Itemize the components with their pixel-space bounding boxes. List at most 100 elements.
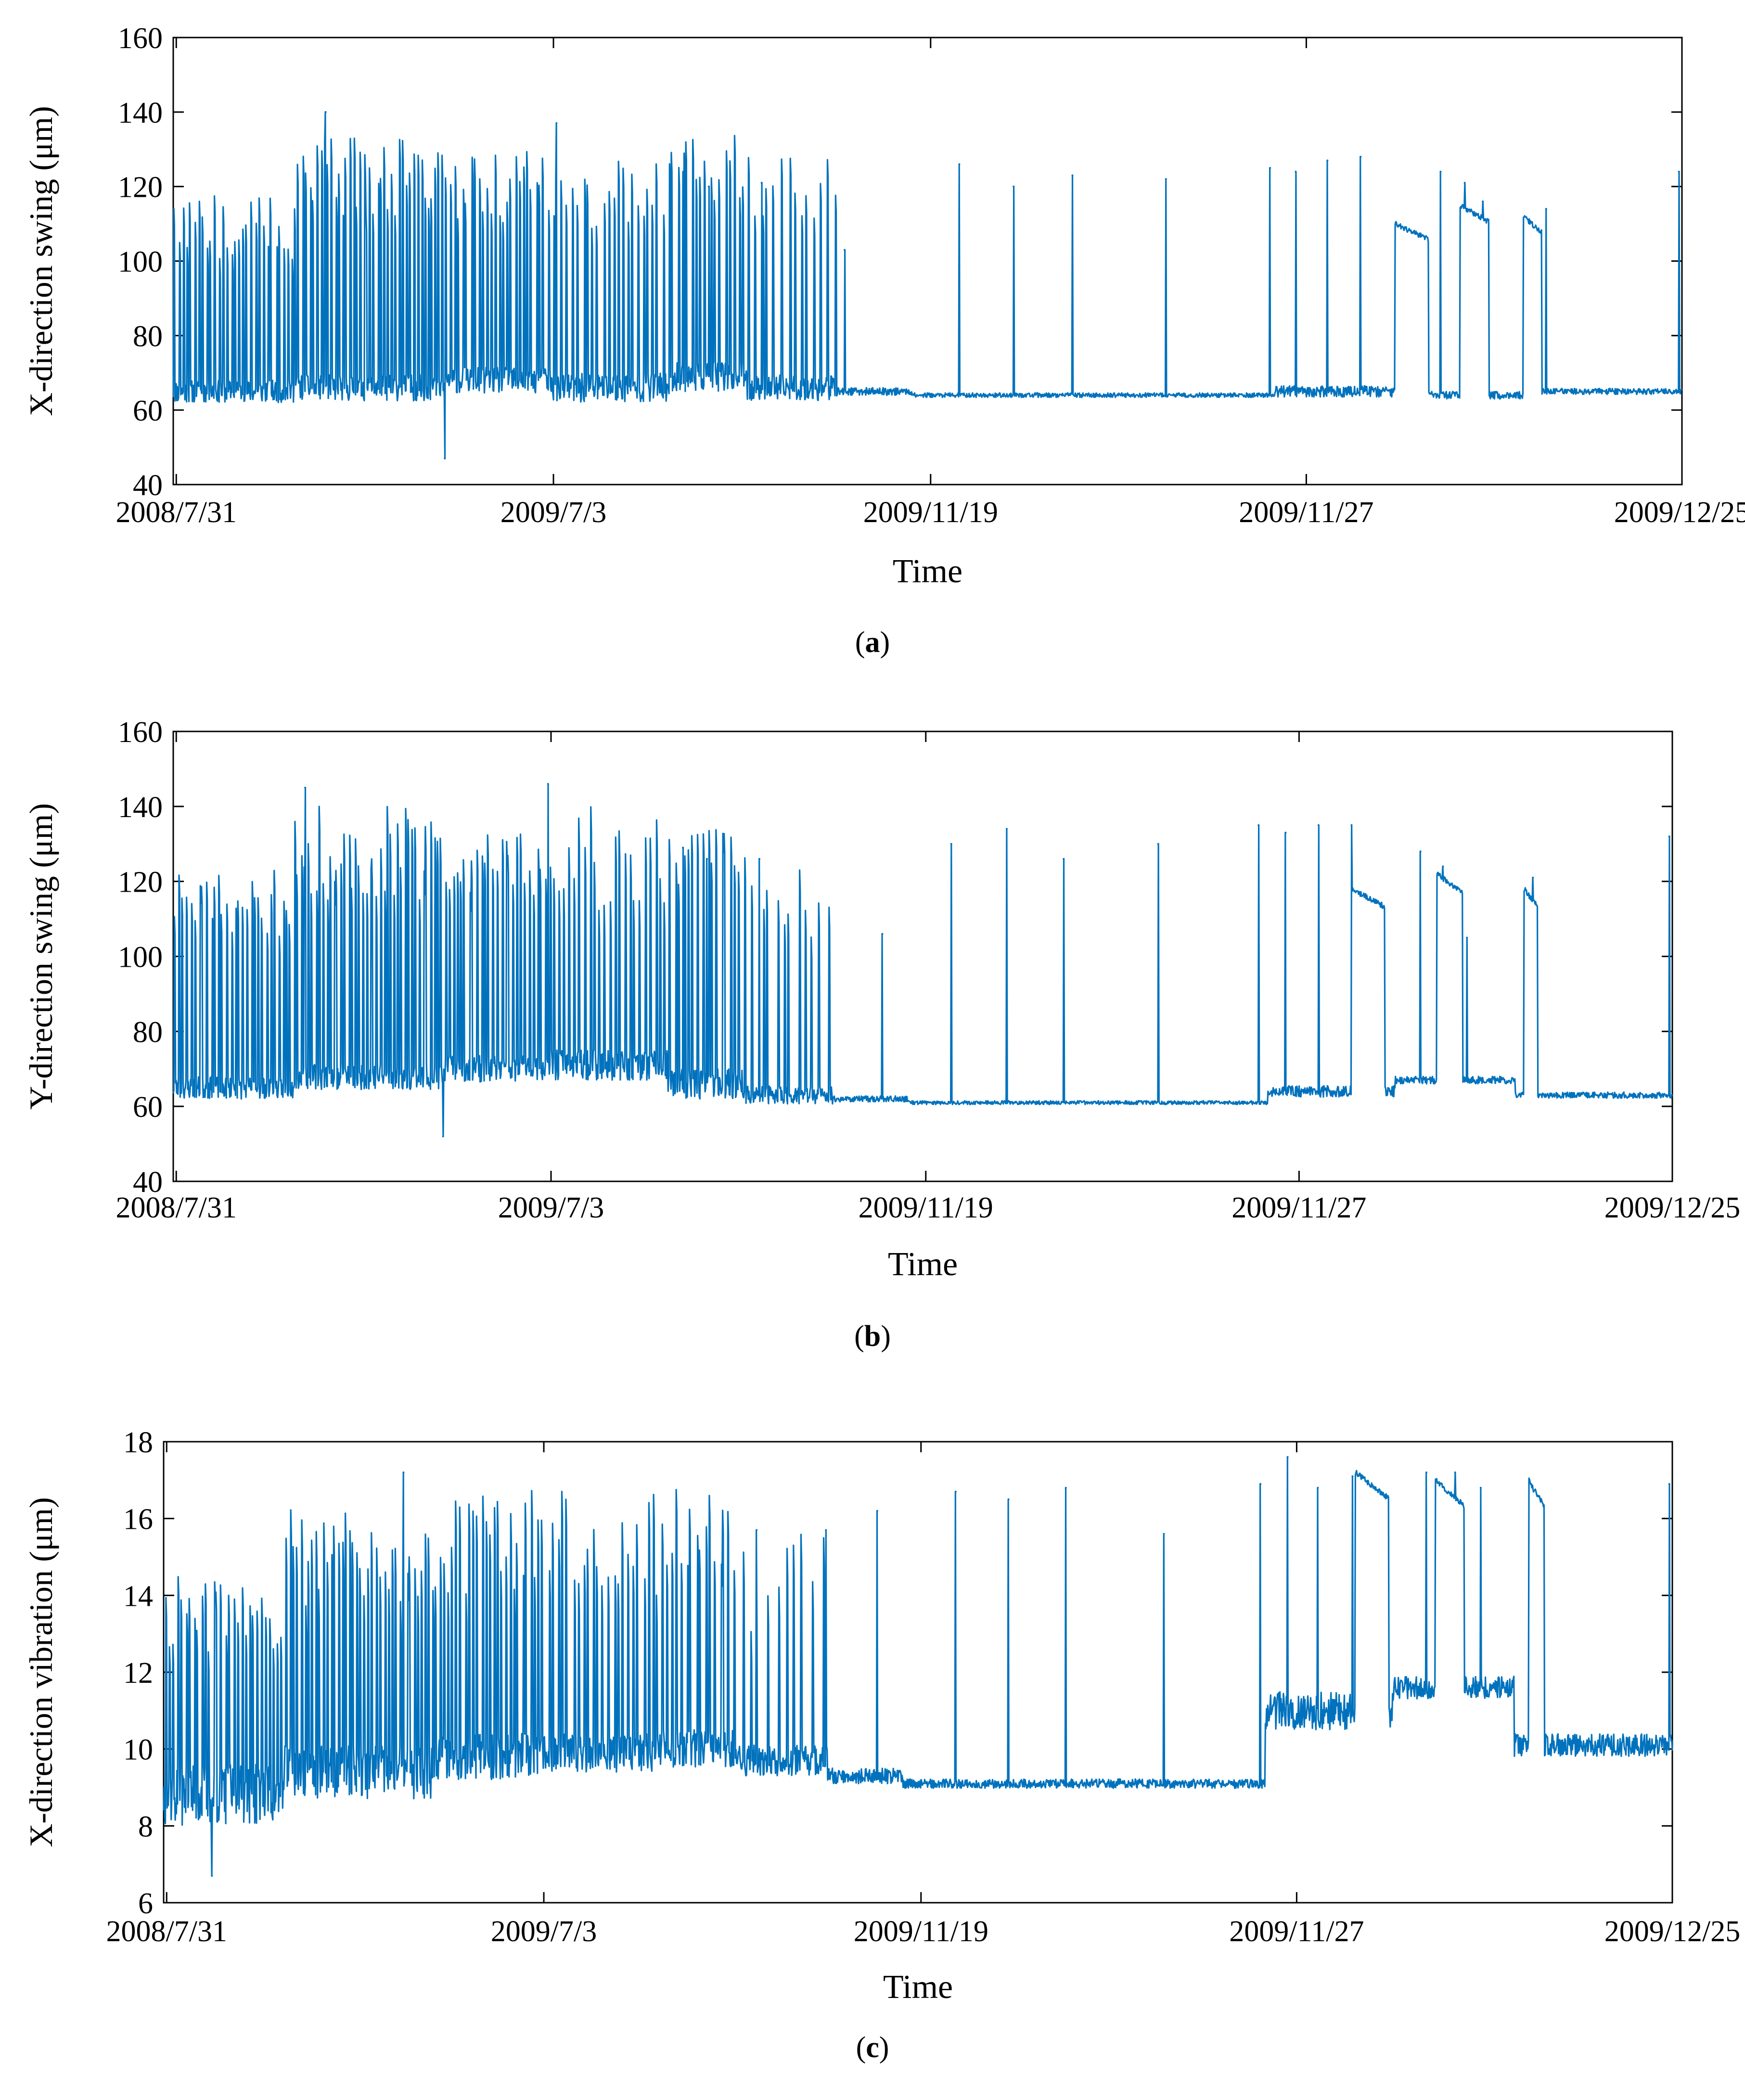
y-tick-label: 80	[133, 320, 163, 353]
y-tick-label: 12	[123, 1657, 153, 1690]
peak-point	[1419, 850, 1422, 853]
x-tick-label: 2009/12/25	[1604, 1191, 1740, 1224]
peak-point	[1360, 155, 1362, 158]
peak-point	[1284, 832, 1287, 834]
x-tick-label: 2009/12/25	[1614, 496, 1745, 529]
y-tick-label: 100	[118, 246, 163, 279]
peak-point	[1532, 876, 1534, 879]
peak-point	[954, 1490, 957, 1493]
caption-a: (a)	[855, 626, 890, 659]
peak-point	[1439, 170, 1442, 173]
peak-point	[1351, 1475, 1354, 1477]
peak-point	[881, 933, 884, 935]
peak-point	[760, 181, 763, 184]
x-tick-label: 2009/11/19	[854, 1915, 988, 1948]
y-tick-label: 160	[118, 716, 163, 749]
x-tick-label: 2009/11/27	[1232, 1191, 1366, 1224]
x-tick-label: 2009/11/27	[1229, 1915, 1364, 1948]
peak-point	[1454, 1471, 1456, 1473]
peak-point	[1286, 1456, 1289, 1458]
peak-point	[1063, 858, 1065, 860]
peak-point	[876, 1510, 878, 1512]
peak-point	[1259, 1483, 1262, 1485]
peak-point	[706, 858, 708, 860]
peak-point	[707, 185, 710, 188]
peak-point	[1532, 1490, 1535, 1493]
y-tick-label: 60	[133, 1091, 163, 1124]
peak-point	[1165, 178, 1167, 180]
y-tick-label: 10	[123, 1734, 153, 1767]
y-tick-label: 80	[133, 1016, 163, 1049]
x-tick-label: 2009/12/25	[1604, 1915, 1740, 1948]
peak-point	[1295, 170, 1297, 173]
x-tick-label: 2009/7/3	[491, 1915, 597, 1948]
chart-panel-c: 6 8 10 12 14 16 18 2008/7/31 2009/7/3 2009/11/19 2…	[0, 1391, 1745, 2100]
peak-point	[1678, 170, 1680, 173]
series-line	[163, 1456, 1673, 1877]
y-axis-label: X-direction vibration (μm)	[23, 1497, 59, 1847]
chart-a-svg: 40 60 80 100 120 140 160 2008/7/31 2009/7/3 2009/…	[23, 22, 1745, 590]
y-axis-label: X-direction swing (μm)	[23, 106, 59, 416]
peak-point	[958, 163, 961, 166]
x-tick-label: 2008/7/31	[116, 496, 237, 529]
peak-point	[1071, 174, 1074, 177]
peak-point	[950, 843, 952, 845]
peak-point	[1545, 208, 1547, 210]
peak-point	[1668, 1483, 1670, 1485]
x-tick-label: 2009/11/19	[859, 1191, 993, 1224]
chart-b-svg: 40 60 80 100 120 140 160 2008/7/31 2009/7/3 2009/…	[23, 716, 1740, 1283]
y-tick-label: 6	[138, 1887, 153, 1920]
peak-point	[682, 170, 684, 173]
peak-point	[444, 457, 446, 460]
peak-point	[1157, 843, 1159, 845]
x-axis-label: Time	[883, 1969, 953, 2006]
y-tick-label: 160	[118, 22, 163, 55]
y-tick-label: 16	[123, 1503, 153, 1536]
x-tick-label: 2009/11/27	[1239, 496, 1373, 529]
y-tick-label: 40	[133, 469, 163, 502]
peak-point	[1013, 185, 1015, 188]
x-axis-label: Time	[888, 1246, 958, 1283]
y-tick-label: 140	[118, 97, 163, 129]
y-tick-label: 100	[118, 941, 163, 974]
peak-point	[844, 249, 846, 251]
x-axis-label: Time	[893, 553, 962, 590]
x-tick-label: 2008/7/31	[116, 1191, 237, 1224]
y-tick-label: 60	[133, 395, 163, 427]
y-tick-label: 8	[138, 1810, 153, 1843]
y-axis-label: Y-direction swing (μm)	[23, 803, 59, 1110]
peak-point	[402, 1471, 405, 1473]
peak-point	[1007, 1498, 1010, 1500]
peak-point	[1350, 824, 1353, 826]
x-tick-label: 2009/7/3	[498, 1191, 604, 1224]
y-tick-label: 18	[123, 1426, 153, 1459]
peak-point	[1257, 824, 1260, 826]
peak-point	[1065, 1486, 1067, 1489]
y-tick-label: 120	[118, 866, 163, 899]
peak-point	[555, 122, 558, 125]
caption-b: (b)	[854, 1320, 891, 1353]
peak-point	[1163, 1533, 1165, 1535]
series-line	[172, 783, 1673, 1138]
peak-point	[1326, 159, 1329, 162]
peak-point	[1005, 828, 1008, 830]
y-tick-label: 40	[133, 1166, 163, 1199]
peak-point	[1317, 1486, 1319, 1489]
peak-point	[825, 1529, 827, 1531]
peak-point	[682, 846, 684, 849]
chart-c-svg: 6 8 10 12 14 16 18 2008/7/31 2009/7/3 2009/11/19 2…	[23, 1426, 1740, 2006]
peak-point	[758, 858, 760, 860]
chart-panel-a: 40 60 80 100 120 140 160 2008/7/31 2009/7/3 2009/…	[0, 0, 1745, 693]
peak-point	[756, 1529, 758, 1531]
series-line	[172, 111, 1682, 460]
x-tick-label: 2008/7/31	[106, 1915, 227, 1948]
x-tick-label: 2009/11/19	[863, 496, 998, 529]
peak-point	[1317, 824, 1320, 826]
peak-point	[547, 783, 549, 785]
peak-point	[1479, 1486, 1482, 1489]
peak-point	[1482, 200, 1484, 203]
caption-c: (c)	[856, 2031, 889, 2064]
peak-point	[1425, 1471, 1427, 1473]
y-tick-label: 14	[123, 1580, 153, 1613]
peak-point	[1466, 936, 1468, 939]
